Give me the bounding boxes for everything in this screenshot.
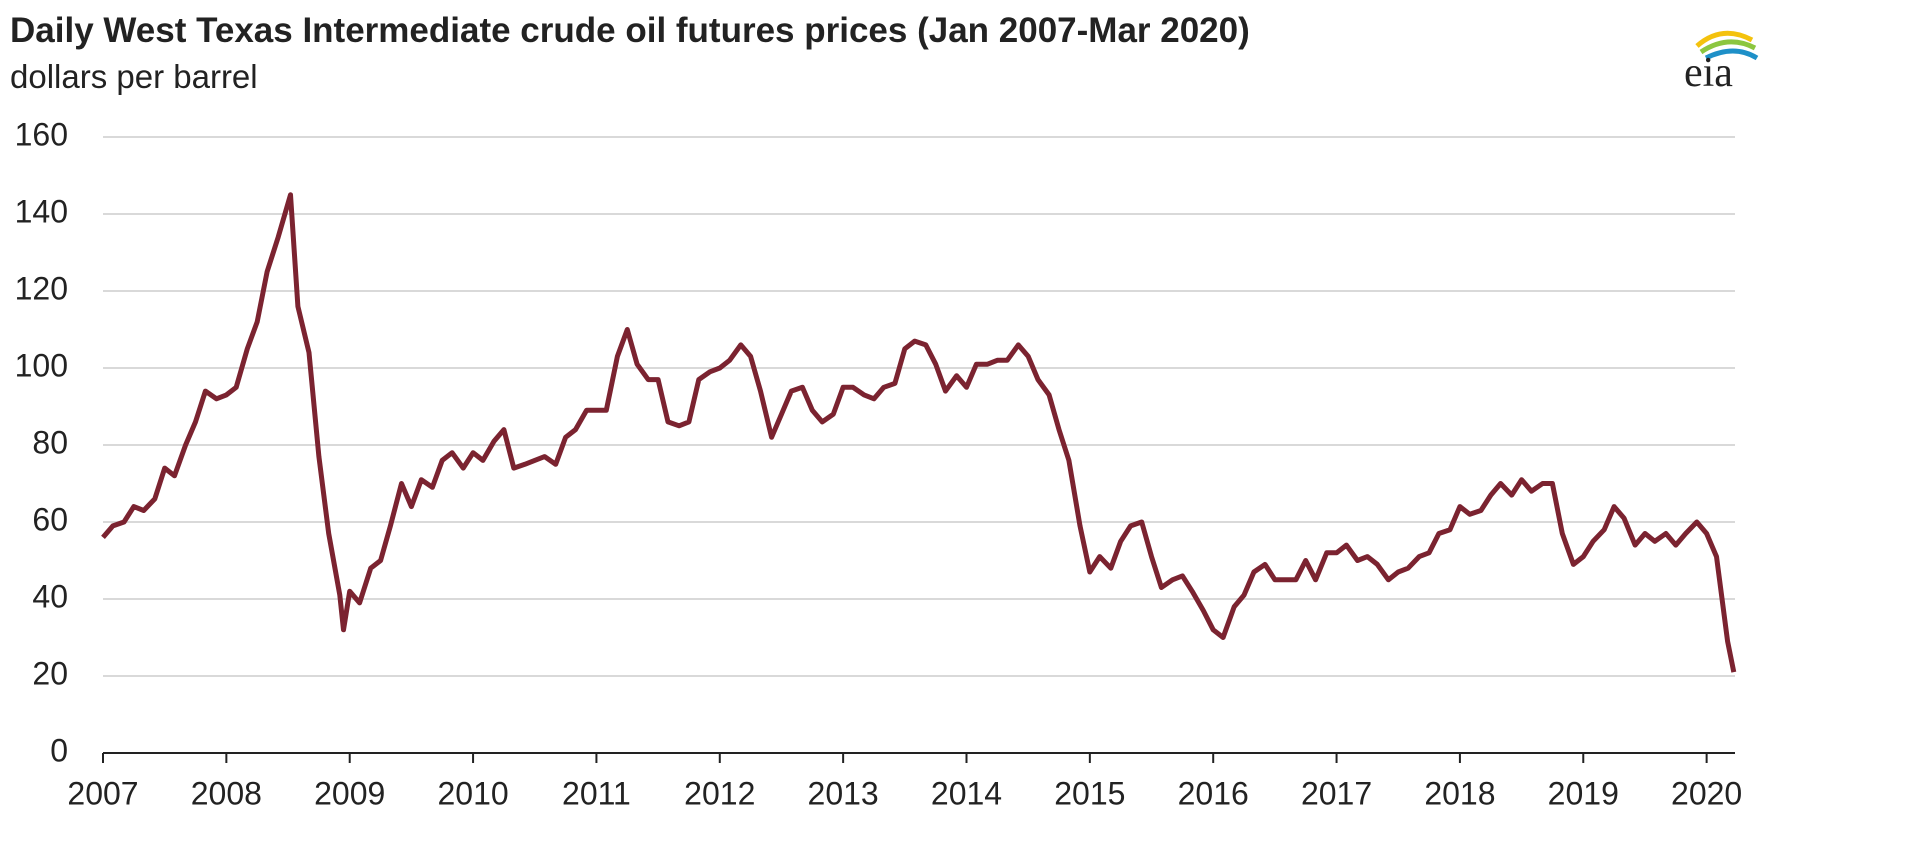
logo-arc xyxy=(1695,30,1754,48)
x-tick-label: 2013 xyxy=(808,775,879,811)
price-line xyxy=(101,192,1737,673)
x-tick-label: 2020 xyxy=(1671,775,1742,811)
y-tick-label: 160 xyxy=(15,116,68,152)
y-tick-label: 40 xyxy=(32,578,68,614)
chart-title: Daily West Texas Intermediate crude oil … xyxy=(10,11,1250,50)
x-tick-label: 2007 xyxy=(67,775,138,811)
y-tick-label: 0 xyxy=(50,732,68,768)
x-tick-label: 2011 xyxy=(562,775,631,811)
x-tick-label: 2019 xyxy=(1548,775,1619,811)
x-tick-label: 2008 xyxy=(191,775,262,811)
x-tick-label: 2014 xyxy=(931,775,1002,811)
y-tick-label: 140 xyxy=(15,193,68,229)
y-tick-label: 80 xyxy=(32,424,68,460)
y-tick-label: 120 xyxy=(15,270,68,306)
x-tick-label: 2016 xyxy=(1178,775,1249,811)
x-tick-label: 2012 xyxy=(684,775,755,811)
y-tick-label: 60 xyxy=(32,501,68,537)
y-tick-label: 100 xyxy=(15,347,68,383)
logo-text: eia xyxy=(1684,50,1733,96)
x-tick-label: 2010 xyxy=(437,775,508,811)
logo-arc xyxy=(1699,39,1757,55)
logo-arc xyxy=(1704,48,1759,61)
x-tick-label: 2018 xyxy=(1424,775,1495,811)
x-tick-label: 2009 xyxy=(314,775,385,811)
x-tick-label: 2015 xyxy=(1054,775,1125,811)
logo: eia xyxy=(1684,30,1759,96)
y-tick-label: 20 xyxy=(32,655,68,691)
x-tick-label: 2017 xyxy=(1301,775,1372,811)
chart-subtitle: dollars per barrel xyxy=(10,58,258,95)
